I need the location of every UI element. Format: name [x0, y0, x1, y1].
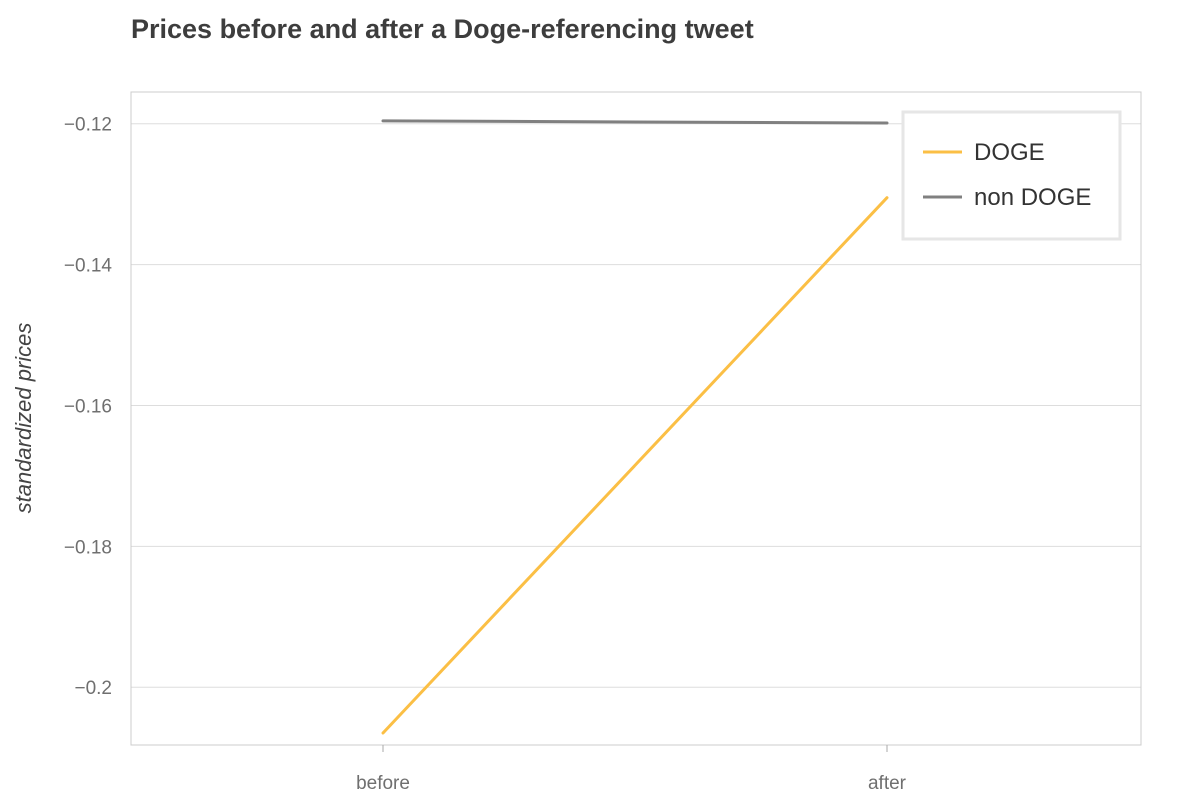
y-tick-label: −0.14 — [64, 256, 113, 277]
y-axis-label: standardized prices — [11, 323, 36, 514]
y-tick-label: −0.16 — [64, 396, 112, 417]
legend-box — [901, 110, 1122, 241]
series-line-doge — [381, 196, 889, 735]
y-tick-label: −0.2 — [74, 678, 112, 699]
y-axis-ticks: −0.12 −0.14 −0.16 −0.18 −0.2 — [64, 115, 113, 700]
legend: DOGE non DOGE — [901, 110, 1122, 241]
chart-title: Prices before and after a Doge-referenci… — [131, 14, 754, 44]
x-tick-label: after — [868, 773, 907, 794]
y-tick-label: −0.18 — [64, 537, 112, 558]
legend-label-doge: DOGE — [974, 139, 1045, 166]
x-axis-ticks: before after — [356, 745, 907, 794]
legend-label-non-doge: non DOGE — [974, 184, 1091, 211]
y-tick-label: −0.12 — [64, 115, 112, 136]
plot-frame — [130, 91, 1142, 746]
series-lines — [381, 119, 889, 735]
series-line-non-doge — [381, 119, 889, 125]
x-tick-label: before — [356, 773, 410, 794]
